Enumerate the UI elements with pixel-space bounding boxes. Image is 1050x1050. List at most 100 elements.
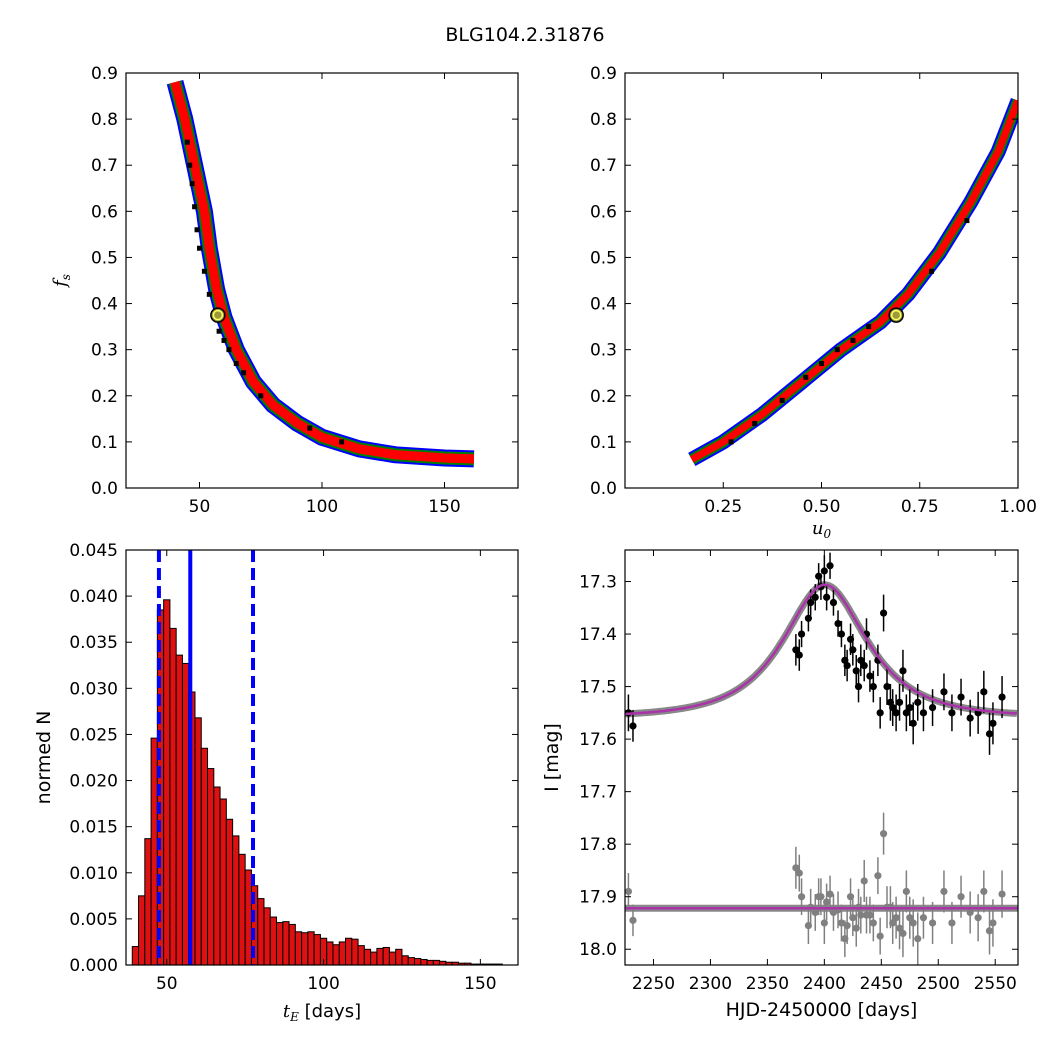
data-point (899, 667, 907, 675)
data-point (795, 651, 803, 659)
histogram-bar (382, 946, 390, 966)
high-density-cell (834, 347, 840, 353)
histogram-bar (351, 938, 359, 966)
data-point (826, 562, 834, 570)
data-point (792, 864, 800, 872)
high-density-cell (194, 227, 200, 233)
lightcurve-content (625, 552, 1018, 965)
data-point (985, 927, 994, 935)
histogram-bar (131, 946, 140, 966)
data-point (895, 924, 904, 932)
data-point (811, 593, 819, 601)
x-tick-label: 2300 (689, 974, 732, 994)
figure-title: BLG104.2.31876 (445, 24, 604, 46)
best-fit-marker-ring (890, 309, 902, 321)
data-point (797, 893, 806, 901)
histogram-bar (395, 948, 403, 966)
data-point (914, 698, 922, 706)
high-density-cell (221, 337, 227, 343)
y-tick-label: 0.1 (91, 433, 118, 453)
high-density-cell (929, 268, 935, 274)
histogram-bar (200, 747, 209, 966)
data-point (843, 661, 851, 670)
histogram-bar (163, 599, 171, 966)
data-point (629, 916, 637, 924)
y-tick-label: 17.8 (579, 835, 617, 855)
data-point (629, 722, 637, 730)
data-point (892, 914, 900, 922)
data-point (998, 693, 1006, 701)
sigma2-band (689, 98, 1018, 465)
y-tick-label: 0.5 (590, 248, 617, 268)
x-tick-label: 2350 (746, 974, 789, 994)
histogram-bar (150, 737, 158, 966)
data-point (854, 682, 863, 691)
data-point (889, 919, 897, 927)
histogram-bar (263, 907, 271, 966)
x-tick-label: 100 (307, 974, 339, 994)
data-point (797, 630, 806, 638)
data-point (966, 714, 974, 722)
data-point (879, 609, 888, 617)
y-tick-label: 17.9 (579, 888, 617, 908)
high-density-cell (307, 425, 313, 431)
histogram-bar (401, 955, 409, 966)
high-density-cell (819, 361, 824, 366)
y-tick-label: 0.7 (590, 156, 617, 176)
y-tick-label: 0.025 (69, 725, 118, 745)
histogram-bar (426, 959, 434, 966)
x-tick-label: 1.00 (999, 497, 1037, 517)
high-density-cell (752, 420, 758, 426)
histogram-bar (225, 818, 234, 966)
high-density-cell (233, 361, 239, 366)
data-point (857, 911, 865, 919)
model-spread (625, 581, 1018, 718)
y-tick-label: 0.7 (91, 156, 118, 176)
data-point (980, 887, 988, 896)
data-point (989, 919, 997, 927)
y-tick-label: 17.3 (579, 573, 617, 593)
histogram-bar (181, 662, 190, 966)
x-tick-label: 2400 (803, 974, 846, 994)
data-point (919, 709, 928, 717)
x-tick-label: 2500 (917, 974, 960, 994)
y-tick-label: 0.6 (91, 202, 118, 222)
histogram-bar (338, 941, 347, 966)
data-point (909, 719, 917, 727)
y-tick-label: 0.2 (590, 387, 617, 407)
y-tick-label: 0.1 (590, 433, 617, 453)
high-density-cell (201, 268, 207, 274)
y-tick-label: 0.8 (590, 110, 617, 130)
y-tick-label: 0.8 (91, 110, 118, 130)
plot-frame (624, 549, 1019, 966)
y-tick-label: 0.5 (91, 248, 118, 268)
histogram-bar (332, 944, 340, 966)
data-point (852, 924, 860, 932)
y-tick-label: 0.000 (69, 956, 118, 976)
plot-frame (125, 549, 519, 966)
axes: 50 100 150 0.0 0.1 0.2 0.3 0.4 0.5 0.6 0.7 0.8 0.9 (91, 64, 519, 517)
x-tick-label: 50 (156, 974, 178, 994)
data-point (906, 703, 914, 712)
sigma1-band (170, 81, 475, 464)
y-axis-label: fs (50, 274, 73, 289)
data-point (792, 646, 800, 654)
data-point (846, 893, 855, 901)
data-point (834, 619, 842, 628)
x-tick-label: 50 (189, 497, 211, 517)
residual-points (625, 812, 1006, 965)
histogram-bar (257, 898, 265, 966)
y-tick-label: 0.6 (590, 202, 617, 222)
high-density-cell (866, 324, 872, 330)
data-point (860, 661, 868, 670)
y-tick-label: 0.0 (91, 479, 118, 499)
high-density-cell (197, 245, 202, 251)
x-tick-label: 150 (464, 974, 496, 994)
data-point (906, 914, 914, 922)
high-density-cell (187, 162, 193, 168)
histogram-bar (144, 838, 152, 966)
high-density-cell (206, 291, 212, 297)
histogram-bar (219, 798, 227, 966)
axes: 0.25 0.50 0.75 1.00 0.0 0.1 0.2 0.3 0.4 0.5 0.6 0.7… (590, 64, 1037, 517)
